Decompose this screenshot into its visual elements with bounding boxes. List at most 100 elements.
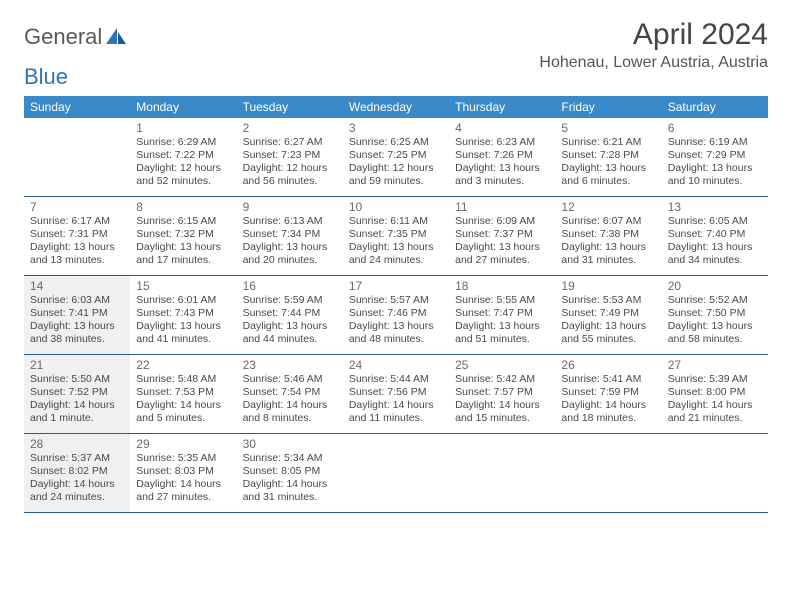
- day-number: 14: [30, 279, 124, 293]
- day-info-line: Sunset: 7:47 PM: [455, 307, 549, 320]
- day-number: 15: [136, 279, 230, 293]
- week-row: 21Sunrise: 5:50 AMSunset: 7:52 PMDayligh…: [24, 355, 768, 434]
- day-number: 25: [455, 358, 549, 372]
- day-cell: 23Sunrise: 5:46 AMSunset: 7:54 PMDayligh…: [237, 355, 343, 433]
- day-number: 26: [561, 358, 655, 372]
- location-text: Hohenau, Lower Austria, Austria: [539, 54, 768, 72]
- day-info-line: and 59 minutes.: [349, 175, 443, 188]
- day-info-line: and 31 minutes.: [243, 491, 337, 504]
- day-info-line: Sunrise: 6:21 AM: [561, 136, 655, 149]
- day-info-line: Sunset: 7:22 PM: [136, 149, 230, 162]
- day-cell: 20Sunrise: 5:52 AMSunset: 7:50 PMDayligh…: [662, 276, 768, 354]
- day-info-line: Daylight: 14 hours: [30, 399, 124, 412]
- day-cell: 28Sunrise: 5:37 AMSunset: 8:02 PMDayligh…: [24, 434, 130, 512]
- day-info-line: Sunset: 7:37 PM: [455, 228, 549, 241]
- weekday-header-cell: Monday: [130, 96, 236, 118]
- day-info-line: and 15 minutes.: [455, 412, 549, 425]
- calendar: SundayMondayTuesdayWednesdayThursdayFrid…: [24, 96, 768, 513]
- day-info-line: Sunset: 8:02 PM: [30, 465, 124, 478]
- logo-text-blue: Blue: [24, 64, 68, 90]
- day-info-line: and 24 minutes.: [349, 254, 443, 267]
- day-info-line: Sunrise: 6:19 AM: [668, 136, 762, 149]
- day-info-line: and 5 minutes.: [136, 412, 230, 425]
- weekday-header-cell: Thursday: [449, 96, 555, 118]
- day-info-line: Daylight: 13 hours: [455, 320, 549, 333]
- day-info-line: and 6 minutes.: [561, 175, 655, 188]
- day-info-line: Sunset: 7:31 PM: [30, 228, 124, 241]
- day-info-line: Sunrise: 5:42 AM: [455, 373, 549, 386]
- day-info-line: Sunset: 8:03 PM: [136, 465, 230, 478]
- day-info-line: Daylight: 13 hours: [243, 320, 337, 333]
- day-number: 11: [455, 200, 549, 214]
- day-info-line: and 27 minutes.: [455, 254, 549, 267]
- day-info-line: and 11 minutes.: [349, 412, 443, 425]
- day-number: 16: [243, 279, 337, 293]
- day-info-line: Daylight: 13 hours: [561, 320, 655, 333]
- day-cell: [343, 434, 449, 512]
- day-info-line: Daylight: 14 hours: [349, 399, 443, 412]
- day-info-line: Daylight: 14 hours: [136, 478, 230, 491]
- weekday-header-cell: Friday: [555, 96, 661, 118]
- day-info-line: Sunrise: 5:50 AM: [30, 373, 124, 386]
- day-info-line: Daylight: 13 hours: [349, 320, 443, 333]
- weekday-header-cell: Sunday: [24, 96, 130, 118]
- day-info-line: Sunset: 7:28 PM: [561, 149, 655, 162]
- day-info-line: Sunset: 7:25 PM: [349, 149, 443, 162]
- day-cell: 15Sunrise: 6:01 AMSunset: 7:43 PMDayligh…: [130, 276, 236, 354]
- day-info-line: and 8 minutes.: [243, 412, 337, 425]
- day-info-line: Sunset: 7:46 PM: [349, 307, 443, 320]
- day-cell: 30Sunrise: 5:34 AMSunset: 8:05 PMDayligh…: [237, 434, 343, 512]
- day-info-line: Daylight: 14 hours: [668, 399, 762, 412]
- day-cell: 6Sunrise: 6:19 AMSunset: 7:29 PMDaylight…: [662, 118, 768, 196]
- day-cell: 12Sunrise: 6:07 AMSunset: 7:38 PMDayligh…: [555, 197, 661, 275]
- day-info-line: Sunrise: 6:07 AM: [561, 215, 655, 228]
- day-info-line: Sunset: 7:44 PM: [243, 307, 337, 320]
- day-info-line: and 44 minutes.: [243, 333, 337, 346]
- day-number: 27: [668, 358, 762, 372]
- day-number: 30: [243, 437, 337, 451]
- day-info-line: and 1 minute.: [30, 412, 124, 425]
- day-cell: 4Sunrise: 6:23 AMSunset: 7:26 PMDaylight…: [449, 118, 555, 196]
- day-info-line: Sunrise: 6:13 AM: [243, 215, 337, 228]
- week-row: 28Sunrise: 5:37 AMSunset: 8:02 PMDayligh…: [24, 434, 768, 513]
- week-row: 7Sunrise: 6:17 AMSunset: 7:31 PMDaylight…: [24, 197, 768, 276]
- day-info-line: Daylight: 13 hours: [136, 241, 230, 254]
- day-info-line: Sunrise: 5:34 AM: [243, 452, 337, 465]
- day-info-line: Sunrise: 6:01 AM: [136, 294, 230, 307]
- day-info-line: Sunset: 8:05 PM: [243, 465, 337, 478]
- day-cell: 19Sunrise: 5:53 AMSunset: 7:49 PMDayligh…: [555, 276, 661, 354]
- day-info-line: Sunset: 7:40 PM: [668, 228, 762, 241]
- logo-sail-icon: [106, 28, 128, 46]
- day-info-line: Sunrise: 6:11 AM: [349, 215, 443, 228]
- day-info-line: Daylight: 13 hours: [455, 162, 549, 175]
- day-cell: 16Sunrise: 5:59 AMSunset: 7:44 PMDayligh…: [237, 276, 343, 354]
- day-number: 8: [136, 200, 230, 214]
- day-info-line: Daylight: 14 hours: [136, 399, 230, 412]
- day-number: 29: [136, 437, 230, 451]
- day-cell: 29Sunrise: 5:35 AMSunset: 8:03 PMDayligh…: [130, 434, 236, 512]
- day-cell: [662, 434, 768, 512]
- day-info-line: Daylight: 12 hours: [349, 162, 443, 175]
- day-number: 23: [243, 358, 337, 372]
- week-row: 1Sunrise: 6:29 AMSunset: 7:22 PMDaylight…: [24, 118, 768, 197]
- day-info-line: Sunrise: 5:46 AM: [243, 373, 337, 386]
- day-number: 19: [561, 279, 655, 293]
- day-info-line: and 41 minutes.: [136, 333, 230, 346]
- day-info-line: Sunrise: 6:17 AM: [30, 215, 124, 228]
- day-number: 17: [349, 279, 443, 293]
- day-cell: [449, 434, 555, 512]
- day-info-line: Sunset: 7:43 PM: [136, 307, 230, 320]
- day-info-line: Sunset: 7:41 PM: [30, 307, 124, 320]
- day-info-line: Sunrise: 5:37 AM: [30, 452, 124, 465]
- day-info-line: Sunrise: 5:35 AM: [136, 452, 230, 465]
- day-info-line: Sunset: 7:59 PM: [561, 386, 655, 399]
- day-info-line: Sunrise: 6:09 AM: [455, 215, 549, 228]
- day-info-line: Daylight: 13 hours: [30, 241, 124, 254]
- day-cell: 5Sunrise: 6:21 AMSunset: 7:28 PMDaylight…: [555, 118, 661, 196]
- day-info-line: Sunrise: 5:48 AM: [136, 373, 230, 386]
- day-info-line: Sunset: 7:53 PM: [136, 386, 230, 399]
- day-info-line: and 13 minutes.: [30, 254, 124, 267]
- title-block: April 2024 Hohenau, Lower Austria, Austr…: [539, 18, 768, 72]
- day-info-line: Sunrise: 6:05 AM: [668, 215, 762, 228]
- weekday-header-cell: Tuesday: [237, 96, 343, 118]
